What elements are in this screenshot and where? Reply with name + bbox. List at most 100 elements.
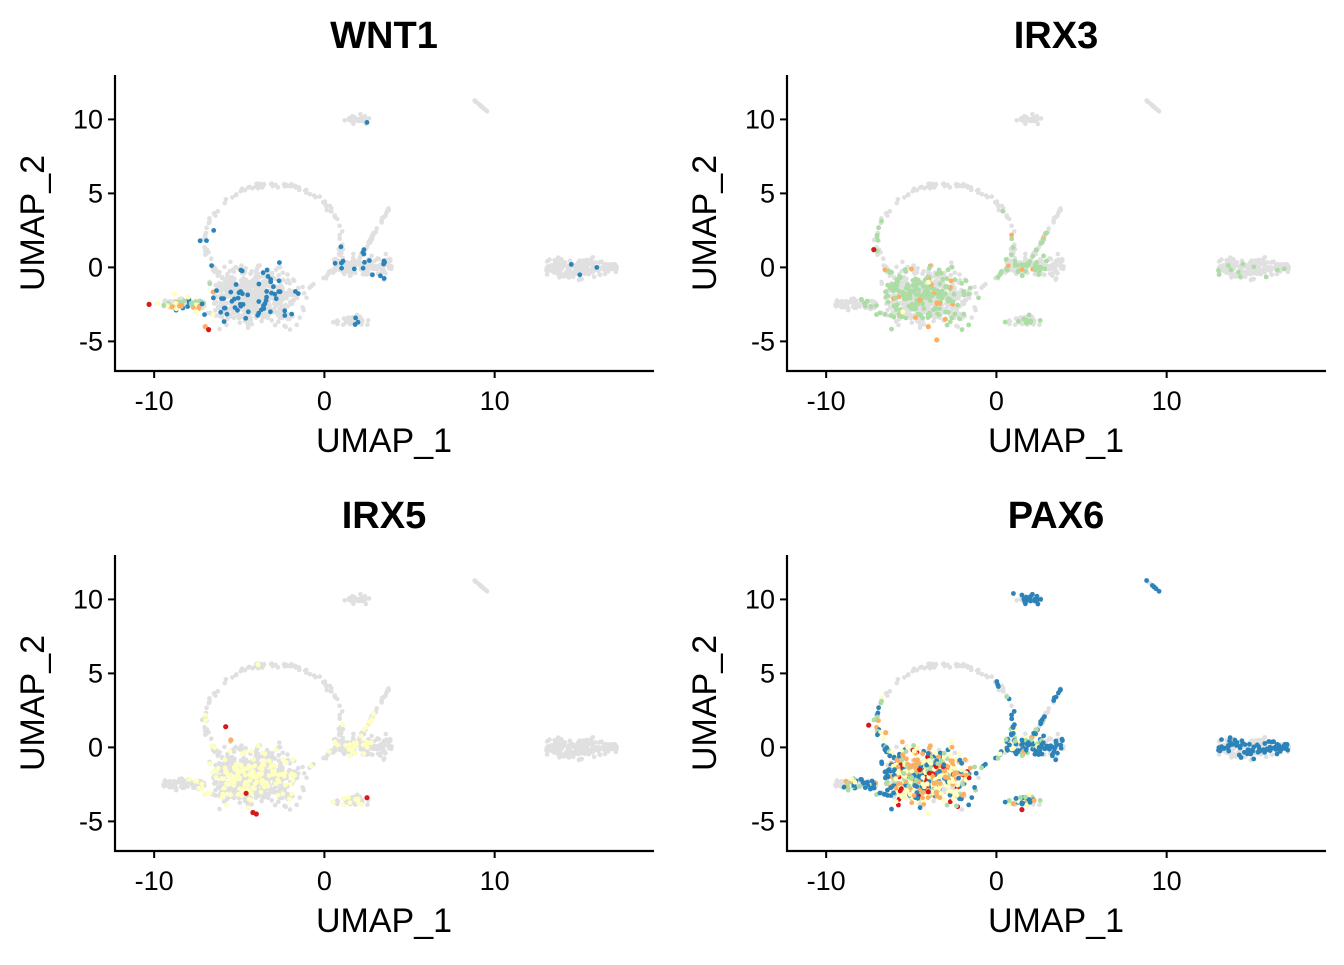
expressing-cell-point: [277, 260, 282, 265]
cell-point: [949, 273, 954, 278]
expressing-cell-point: [339, 261, 344, 266]
expressing-cell-point: [883, 312, 888, 317]
expressing-cell-point: [927, 266, 932, 271]
cell-point: [579, 742, 584, 747]
cell-point: [911, 189, 916, 194]
expressing-cell-point: [1282, 267, 1287, 272]
expressing-cell-point: [249, 749, 254, 754]
cell-point: [300, 785, 305, 790]
cell-point: [318, 674, 323, 679]
expressing-cell-point: [1004, 257, 1009, 262]
cell-point: [478, 583, 483, 588]
expressing-cell-point: [331, 800, 336, 805]
expressing-cell-point: [869, 304, 874, 309]
expressing-cell-point: [193, 779, 198, 784]
expressing-cell-point: [353, 316, 358, 321]
cell-point: [304, 776, 309, 781]
expressing-cell-point: [249, 790, 254, 795]
expressing-cell-point: [288, 782, 293, 787]
cell-point: [260, 316, 265, 321]
panel-title-irx5: IRX5: [342, 495, 426, 537]
cell-point: [288, 807, 293, 812]
expressing-cell-point: [198, 238, 203, 243]
cell-point: [1261, 260, 1266, 265]
cell-point: [881, 256, 886, 261]
cell-point: [888, 689, 893, 694]
cell-point: [233, 789, 238, 794]
expressing-cell-point: [234, 762, 239, 767]
expressing-cell-point: [859, 297, 864, 302]
expressing-cell-point: [263, 752, 268, 757]
cell-point: [577, 757, 582, 762]
cell-point: [228, 758, 233, 763]
hotspot-cell-point: [194, 309, 199, 314]
cell-point: [209, 736, 214, 741]
cell-point: [328, 689, 333, 694]
expressing-cell-point: [1024, 318, 1029, 323]
expressing-cell-point: [365, 120, 370, 125]
cell-point: [239, 189, 244, 194]
expressing-cell-point: [879, 219, 884, 224]
expressing-cell-point: [291, 778, 296, 783]
cell-point: [342, 598, 347, 603]
x-axis-label: UMAP_1: [316, 902, 452, 940]
cell-point: [342, 272, 347, 277]
expressing-cell-point: [893, 306, 898, 311]
cell-point: [339, 731, 344, 736]
cell-point: [1258, 269, 1263, 274]
expressing-cell-point: [362, 260, 367, 265]
cell-point: [833, 303, 838, 308]
hotspot-cell-point: [147, 302, 152, 307]
cell-point: [238, 800, 243, 805]
expressing-cell-point: [938, 294, 943, 299]
cell-point: [214, 780, 219, 785]
expressing-cell-point: [1043, 231, 1048, 236]
expressing-cell-point: [950, 316, 955, 321]
expressing-cell-point: [955, 303, 960, 308]
expressing-cell-point: [1226, 263, 1231, 268]
expressing-cell-point: [915, 302, 920, 307]
expressing-cell-point: [968, 286, 973, 291]
cell-point: [209, 256, 214, 261]
cell-point: [573, 265, 578, 270]
expressing-cell-point: [947, 297, 952, 302]
cell-point: [979, 286, 984, 291]
cell-point: [996, 204, 1001, 209]
cell-point: [919, 665, 924, 670]
expressing-cell-point: [211, 312, 216, 317]
cell-point: [932, 316, 937, 321]
expressing-cell-point: [206, 791, 211, 796]
expressing-cell-point: [227, 749, 232, 754]
cell-point: [277, 740, 282, 745]
expressing-cell-point: [913, 306, 918, 311]
cell-point: [332, 693, 337, 698]
expressing-cell-point: [1028, 320, 1033, 325]
x-tick-label: -10: [135, 386, 174, 416]
cell-point: [354, 260, 359, 265]
cell-point: [287, 288, 292, 293]
cell-point: [547, 257, 552, 262]
cell-point: [203, 733, 208, 738]
expressing-cell-point: [381, 262, 386, 267]
cell-point: [348, 273, 353, 278]
expressing-cell-point: [895, 279, 900, 284]
cell-point: [352, 595, 357, 600]
hotspot-cell-point: [155, 300, 160, 305]
expressing-cell-point: [212, 745, 217, 750]
expressing-cell-point: [371, 711, 376, 716]
cell-point: [894, 265, 899, 270]
cell-point: [352, 115, 357, 120]
expressing-cell-point: [966, 292, 971, 297]
expressing-cell-point: [361, 743, 366, 748]
expressing-cell-point: [352, 267, 357, 272]
expressing-cell-point: [203, 718, 208, 723]
cell-point: [335, 318, 340, 323]
expressing-cell-point: [1264, 275, 1269, 280]
cell-point: [955, 184, 960, 189]
y-axis-label: UMAP_2: [14, 155, 52, 291]
cell-point: [302, 291, 307, 296]
expressing-cell-point: [220, 792, 225, 797]
x-tick-label: 10: [480, 386, 510, 416]
cell-point: [546, 264, 551, 269]
